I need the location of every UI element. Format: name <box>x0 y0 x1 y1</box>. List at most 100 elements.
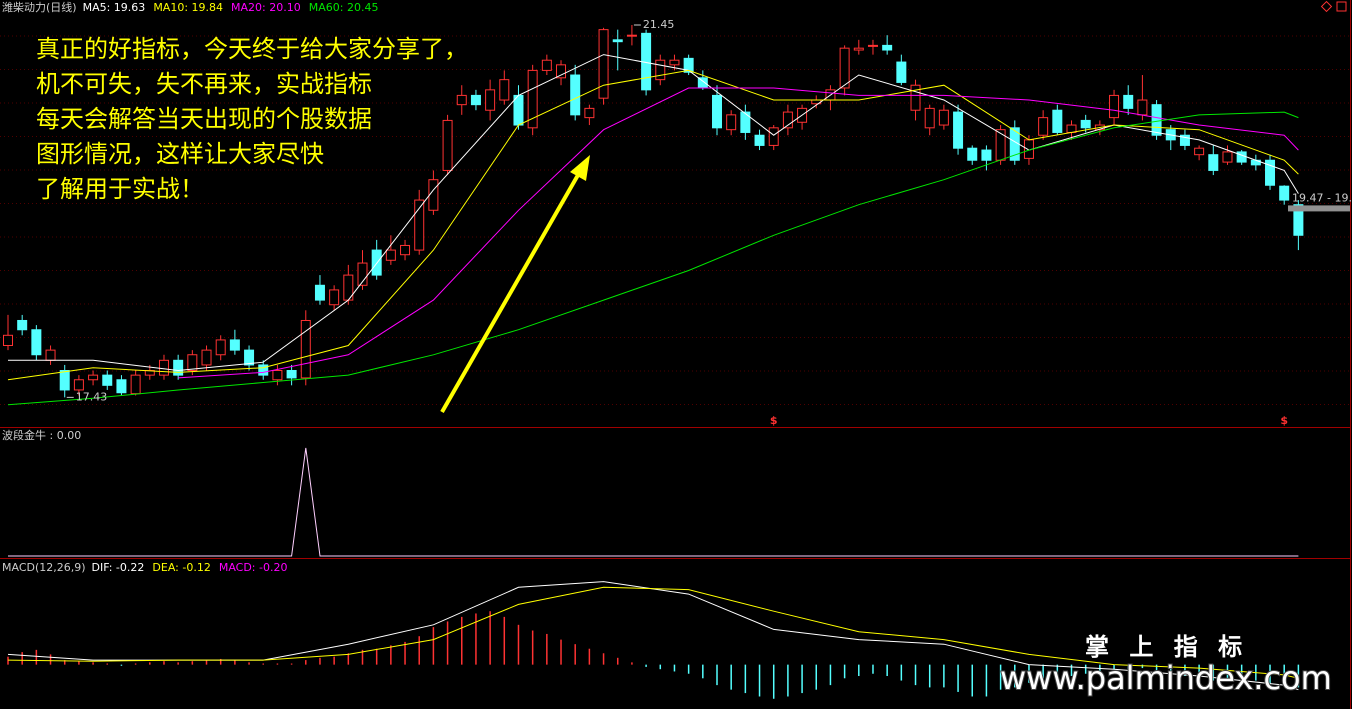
macd-bar <box>361 649 364 665</box>
macd-bar <box>631 662 633 665</box>
candle-body <box>102 374 113 386</box>
macd-bar <box>943 664 945 688</box>
macd-bar <box>730 664 732 690</box>
macd-bar <box>219 658 222 665</box>
last-price-bar <box>1288 205 1350 212</box>
candle-body <box>1208 154 1219 171</box>
macd-bar <box>290 663 293 665</box>
macd-bar <box>163 661 165 665</box>
macd-bar <box>1184 664 1186 677</box>
legend-entry: MACD: -0.20 <box>219 561 288 574</box>
macd-bar <box>1170 664 1172 674</box>
candle-body <box>73 379 84 391</box>
series-line <box>7 69 1299 381</box>
watermark-url: www.palmindex.com <box>1000 659 1332 697</box>
macd-bar <box>375 648 378 665</box>
overlay: 真正的好指标，今天终于给大家分享了， 机不可失，失不再来，实战指标每天会解答当天出… <box>36 35 468 203</box>
candle-body <box>1123 94 1134 109</box>
macd-bar <box>1113 664 1115 670</box>
macd-bar <box>49 654 52 665</box>
macd-bar <box>1127 664 1129 670</box>
legend-entry: DEA: -0.12 <box>152 561 210 574</box>
macd-bar <box>858 664 860 677</box>
candle-body <box>626 34 637 37</box>
macd-bar <box>134 663 137 665</box>
macd-bar <box>149 662 151 665</box>
macd-bar <box>914 664 917 686</box>
candle-body <box>286 369 297 379</box>
macd-bar <box>744 664 747 694</box>
candle-body <box>3 334 13 346</box>
arrow <box>440 174 580 413</box>
candle-body <box>981 149 992 161</box>
macd-bar <box>475 613 477 665</box>
macd-bar <box>772 664 775 699</box>
candle-body <box>541 59 552 71</box>
macd-bar <box>461 616 463 665</box>
legend-entry: DIF: -0.22 <box>92 561 145 574</box>
macd-bar <box>319 657 321 665</box>
candle-body <box>527 69 538 129</box>
candle-body <box>910 84 921 111</box>
candle-body <box>17 319 28 331</box>
candle-body <box>300 319 311 379</box>
candle-body <box>669 59 680 66</box>
legend-entry: MA10: 19.84 <box>153 1 223 14</box>
macd-bar <box>390 645 392 665</box>
macd-bar <box>957 664 959 692</box>
candle-body <box>158 359 169 376</box>
candle-body <box>442 119 453 171</box>
candle-body <box>712 94 722 129</box>
candle-body <box>556 64 567 79</box>
macd-bar <box>645 664 647 667</box>
candle-body <box>924 107 935 129</box>
candle-body <box>45 349 56 361</box>
candle-body <box>1194 147 1205 156</box>
price-label: 21.45 <box>643 18 675 31</box>
candle-body <box>485 89 496 111</box>
candle-body <box>1265 159 1276 186</box>
candle-body <box>88 374 99 381</box>
candle-body <box>385 249 396 261</box>
candle-body <box>882 44 893 51</box>
candle-body <box>967 147 978 161</box>
candle-body <box>1080 119 1091 129</box>
macd-bar <box>205 660 208 665</box>
panel-title: 潍柴动力(日线) <box>2 0 77 14</box>
candle-body <box>258 364 269 376</box>
candle-body <box>400 244 411 256</box>
macd-bar <box>1070 664 1073 677</box>
macd-bar <box>1198 664 1200 679</box>
series-line <box>7 111 1299 406</box>
candle-body <box>740 111 751 133</box>
icon[interactable] <box>1336 1 1347 12</box>
macd-bar <box>985 664 988 697</box>
legend-entry: MA5: 19.63 <box>83 1 146 14</box>
macd-bar <box>801 664 803 694</box>
macd-bar <box>1141 664 1144 669</box>
macd-bar <box>404 641 406 665</box>
candle-body <box>953 111 964 149</box>
macd-bar <box>531 630 534 665</box>
macd-bar <box>1042 664 1044 679</box>
candle-body <box>853 47 864 51</box>
macd-bar <box>234 660 236 665</box>
candle-body <box>1151 104 1162 136</box>
panel-title: 波段金牛 : 0.00 <box>2 428 81 442</box>
macd-bar <box>758 664 761 697</box>
macd-bar <box>276 663 279 665</box>
overlay-text: 图形情况，这样让大家尽快 <box>36 140 324 168</box>
candle-body <box>1293 204 1304 236</box>
macd-bar <box>616 657 619 665</box>
series-line <box>178 87 1299 379</box>
macd-bar <box>687 664 690 674</box>
candle-body <box>130 374 141 395</box>
candle-body <box>187 354 198 371</box>
arrow-head <box>570 155 590 181</box>
candle-body <box>229 339 240 351</box>
icon[interactable] <box>1320 0 1333 13</box>
candle-body <box>683 57 694 73</box>
panel-title: MACD(12,26,9) <box>2 561 86 574</box>
series-line <box>7 586 1299 679</box>
macd-bar <box>1297 664 1300 688</box>
